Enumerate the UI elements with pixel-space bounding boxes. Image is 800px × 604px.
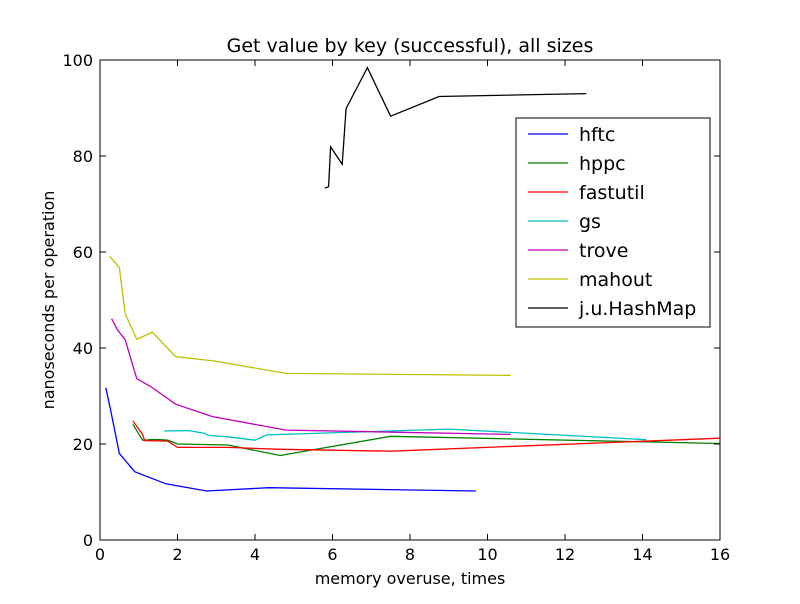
series-line-gs xyxy=(163,428,647,441)
legend: hftc hppc fastutil gs trove mahout j.u.HashMap xyxy=(515,117,711,328)
x-tick-label: 16 xyxy=(710,545,730,564)
legend-label: hppc xyxy=(579,153,626,175)
series-line-mahout xyxy=(109,255,511,377)
plot-lines xyxy=(105,66,721,492)
legend-label: gs xyxy=(579,211,601,233)
legend-label: fastutil xyxy=(579,182,645,204)
x-tick-label: 10 xyxy=(477,545,497,564)
chart-title: Get value by key (successful), all sizes xyxy=(227,35,594,57)
legend-label: trove xyxy=(579,240,628,262)
series-line-trove xyxy=(111,318,511,436)
y-axis-title: nanoseconds per operation xyxy=(39,191,58,410)
y-tick-label: 40 xyxy=(73,339,93,358)
y-tick-label: 20 xyxy=(73,435,93,454)
y-tick-label: 60 xyxy=(73,243,93,262)
axis-ticks: 0 2 4 6 8 10 12 14 16 0 20 40 60 80 100 xyxy=(62,51,730,564)
y-tick-label: 80 xyxy=(73,147,93,166)
series-line-fastutil xyxy=(132,420,721,452)
series-line-hppc xyxy=(132,423,721,457)
x-tick-label: 0 xyxy=(95,545,105,564)
legend-label: mahout xyxy=(579,269,652,291)
y-tick-label: 0 xyxy=(83,531,93,550)
x-tick-label: 2 xyxy=(172,545,182,564)
series-line-hftc xyxy=(105,387,476,492)
legend-frame xyxy=(515,117,711,328)
series-line-j-u-hashmap xyxy=(324,66,587,189)
x-tick-label: 6 xyxy=(327,545,337,564)
x-tick-label: 8 xyxy=(405,545,415,564)
x-tick-label: 12 xyxy=(555,545,575,564)
legend-label: hftc xyxy=(579,124,615,146)
x-tick-label: 4 xyxy=(250,545,260,564)
x-axis-title: memory overuse, times xyxy=(315,569,506,588)
legend-label: j.u.HashMap xyxy=(578,298,696,320)
y-tick-label: 100 xyxy=(62,51,93,70)
x-tick-label: 14 xyxy=(632,545,652,564)
